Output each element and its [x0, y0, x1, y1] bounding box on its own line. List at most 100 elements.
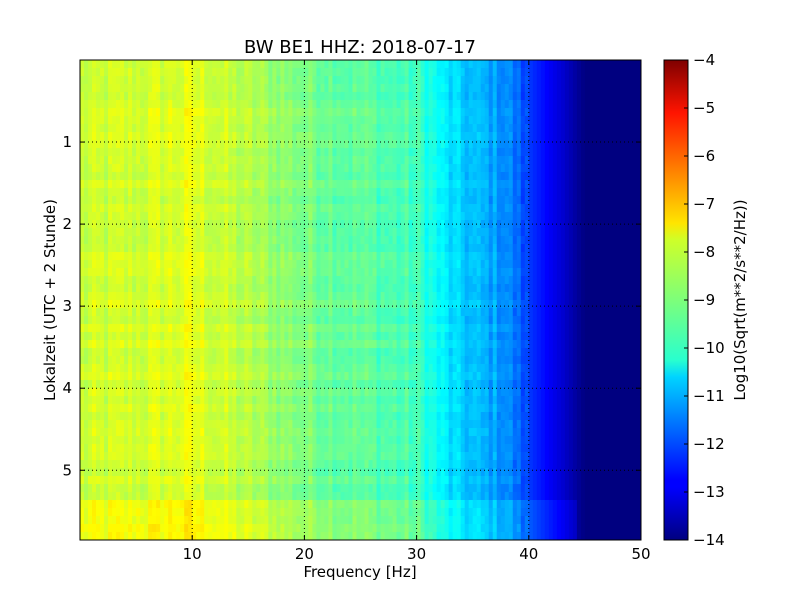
heatmap-cell — [260, 204, 265, 213]
heatmap-cell — [496, 196, 502, 205]
heatmap-cell — [636, 324, 641, 333]
heatmap-cell — [528, 92, 534, 101]
heatmap-cell — [348, 340, 354, 349]
heatmap-cell — [408, 180, 414, 189]
heatmap-cell — [352, 188, 358, 197]
heatmap-cell — [216, 292, 221, 301]
heatmap-cell — [404, 156, 410, 165]
heatmap-cell — [512, 164, 518, 173]
heatmap-cell — [248, 332, 253, 341]
heatmap-cell — [336, 220, 342, 229]
heatmap-cell — [120, 156, 125, 165]
heatmap-cell — [520, 92, 526, 101]
heatmap-cell — [496, 76, 502, 85]
heatmap-cell — [124, 292, 129, 301]
heatmap-cell — [520, 60, 526, 69]
heatmap-cell — [256, 340, 261, 349]
heatmap-cell — [252, 156, 257, 165]
heatmap-cell — [616, 292, 622, 301]
heatmap-cell — [392, 324, 398, 333]
heatmap-cell — [380, 284, 386, 293]
heatmap-cell — [532, 92, 538, 101]
heatmap-cell — [288, 228, 293, 237]
heatmap-cell — [128, 340, 133, 349]
heatmap-cell — [272, 220, 277, 229]
heatmap-cell — [544, 60, 550, 69]
heatmap-cell — [360, 92, 366, 101]
heatmap-cell — [164, 228, 169, 237]
heatmap-cell — [220, 148, 225, 157]
heatmap-cell — [380, 164, 386, 173]
heatmap-cell — [136, 172, 141, 181]
heatmap-cell — [628, 84, 634, 93]
heatmap-cell — [192, 92, 197, 101]
heatmap-cell — [188, 284, 193, 293]
heatmap-cell — [188, 172, 193, 181]
heatmap-cell — [428, 84, 434, 93]
heatmap-cell — [568, 180, 574, 189]
heatmap-cell — [268, 68, 273, 77]
heatmap-cell — [568, 332, 574, 341]
heatmap-cell — [160, 220, 165, 229]
heatmap-cell — [284, 220, 289, 229]
heatmap-cell — [608, 84, 614, 93]
heatmap-cell — [164, 276, 169, 285]
heatmap-cell — [468, 284, 474, 293]
heatmap-cell — [388, 324, 394, 333]
heatmap-cell — [172, 100, 177, 109]
heatmap-cell — [572, 260, 578, 269]
heatmap-cell — [432, 172, 438, 181]
heatmap-cell — [420, 332, 426, 341]
heatmap-cell — [424, 172, 430, 181]
heatmap-cell — [152, 308, 157, 317]
heatmap-cell — [464, 260, 470, 269]
heatmap-cell — [472, 132, 478, 141]
heatmap-cell — [636, 212, 641, 221]
heatmap-cell — [244, 156, 249, 165]
heatmap-cell — [572, 68, 578, 77]
heatmap-cell — [572, 220, 578, 229]
heatmap-cell — [420, 108, 426, 117]
heatmap-cell — [632, 92, 638, 101]
heatmap-cell — [108, 132, 113, 141]
heatmap-cell — [84, 172, 89, 181]
heatmap-cell — [200, 324, 205, 333]
heatmap-cell — [300, 340, 305, 349]
heatmap-cell — [232, 228, 237, 237]
heatmap-cell — [576, 244, 582, 253]
heatmap-cell — [212, 332, 217, 341]
heatmap-cell — [296, 84, 301, 93]
heatmap-cell — [188, 260, 193, 269]
heatmap-cell — [140, 252, 145, 261]
heatmap-cell — [528, 204, 534, 213]
heatmap-cell — [612, 228, 618, 237]
heatmap-cell — [620, 236, 626, 245]
heatmap-cell — [432, 124, 438, 133]
heatmap-cell — [92, 156, 97, 165]
heatmap-cell — [284, 332, 289, 341]
heatmap-cell — [244, 196, 249, 205]
heatmap-cell — [208, 172, 213, 181]
heatmap-cell — [588, 156, 594, 165]
heatmap-cell — [148, 164, 153, 173]
heatmap-cell — [208, 196, 213, 205]
heatmap-cell — [428, 196, 434, 205]
heatmap-cell — [488, 124, 494, 133]
heatmap-cell — [540, 92, 546, 101]
heatmap-cell — [452, 84, 458, 93]
heatmap-cell — [352, 324, 358, 333]
heatmap-cell — [104, 284, 109, 293]
heatmap-cell — [444, 132, 450, 141]
heatmap-cell — [204, 204, 209, 213]
heatmap-cell — [100, 180, 105, 189]
heatmap-cell — [320, 236, 326, 245]
heatmap-cell — [264, 108, 269, 117]
heatmap-cell — [336, 276, 342, 285]
heatmap-cell — [416, 76, 422, 85]
heatmap-cell — [380, 204, 386, 213]
heatmap-cell — [184, 196, 189, 205]
heatmap-cell — [196, 116, 201, 125]
heatmap-cell — [264, 260, 269, 269]
heatmap-cell — [472, 172, 478, 181]
heatmap-cell — [308, 172, 314, 181]
